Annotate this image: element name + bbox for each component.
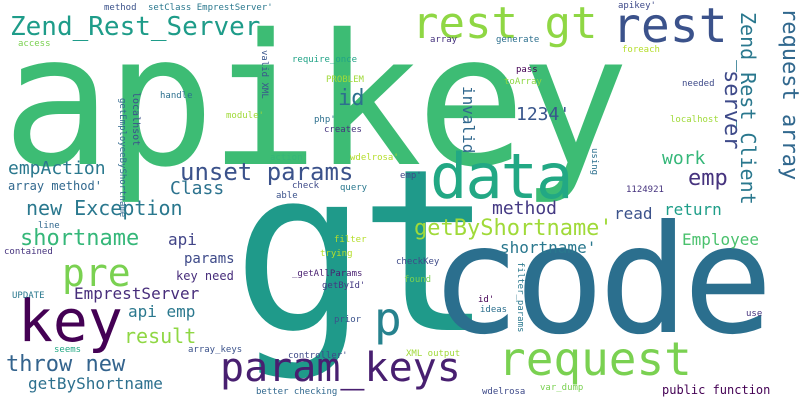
word-valid-xml: valid XML — [259, 50, 269, 99]
word-throw-new: throw new — [6, 352, 126, 377]
word-query: query — [340, 183, 368, 193]
word-invalid: invalid — [459, 86, 478, 154]
word-filter-params: filter_params — [515, 262, 525, 333]
word-controller: controller' — [288, 351, 348, 361]
word-emp-quote: emp' — [400, 171, 422, 181]
word-generate: generate — [496, 35, 540, 45]
word-1124921: 1124921 — [626, 185, 664, 195]
word-params: params — [184, 251, 235, 267]
word-array: array — [430, 35, 458, 45]
word-public-function: public function — [662, 383, 771, 397]
word-method: method — [492, 198, 558, 219]
word-php: php' — [314, 115, 336, 125]
word-key: key — [18, 287, 123, 355]
word-able: able — [276, 191, 298, 201]
word-request: request — [498, 332, 692, 386]
word-key-need: key need — [176, 269, 234, 283]
word-apikey: apikey — [2, 0, 629, 207]
word-emprestserver: EmprestServer — [74, 284, 200, 303]
word-getbyshortname-quote: getByShortname' — [414, 216, 613, 241]
word-problem: PROBLEM — [326, 75, 364, 85]
word-empaction: empAction — [8, 158, 106, 179]
word-update: UPDATE — [12, 291, 45, 301]
word-emp: emp — [688, 166, 728, 191]
word-xml-output: XML output — [406, 349, 461, 359]
word-getbyshortname: getByShortname — [28, 374, 163, 393]
word-employee: Employee — [682, 230, 760, 249]
word-rest: rest — [612, 0, 728, 54]
word-pass: pass — [516, 65, 538, 75]
word-localhost: localhost — [670, 115, 719, 125]
word-read: read — [614, 204, 653, 223]
word-needed: needed — [682, 79, 715, 89]
word-ideas: ideas — [480, 305, 508, 315]
word-getbyid: getById' — [322, 281, 366, 291]
word-wdelrosa: wdelrosa — [482, 387, 526, 397]
word-filter: filter — [334, 235, 367, 245]
word-data: data — [430, 140, 573, 213]
word-id-quote: id' — [478, 295, 495, 305]
word-foreach: foreach — [622, 45, 660, 55]
word-using: using — [589, 148, 599, 176]
word-zend-rest-server: Zend_Rest_Server — [10, 12, 261, 42]
word-toarray: toArray — [504, 77, 542, 87]
word-work: work — [662, 148, 706, 169]
word-pre: pre — [62, 251, 131, 295]
word-code: code — [430, 194, 773, 368]
word-shortname: shortname — [20, 226, 140, 251]
word-getallparams: _getAllParams — [292, 269, 363, 279]
word-creates: creates — [324, 125, 362, 135]
word-1234: 1234' — [516, 104, 571, 125]
word-localhsot: localhsot — [130, 92, 141, 147]
word-var-dump: var_dump — [540, 383, 584, 393]
word-module: module' — [226, 111, 264, 121]
word-line: line — [38, 221, 60, 231]
word-trying: trying — [320, 249, 353, 259]
word-rest-gt: rest gt — [412, 0, 598, 49]
word-p: p — [374, 292, 402, 346]
word-api-emp: api emp — [128, 302, 196, 321]
word-array-method: array method' — [8, 179, 102, 193]
word-prior: prior — [334, 315, 362, 325]
word-new-exception: new Exception — [26, 196, 183, 220]
word-param-keys: param_keys — [220, 345, 461, 391]
word-action: action' — [270, 153, 308, 163]
word-api: api — [168, 230, 197, 249]
word-contained: contained — [4, 247, 53, 257]
word-wdelrosa-quote: wdelrosa' — [350, 153, 399, 163]
word-better-checking: better checking — [256, 387, 338, 397]
word-found: found — [404, 275, 432, 285]
word-result: result — [124, 324, 197, 348]
word-access: access — [18, 39, 51, 49]
word-request-array: request array — [777, 8, 800, 181]
word-use: use — [746, 309, 763, 319]
word-server: server — [719, 70, 744, 150]
word-handle: handle — [160, 91, 193, 101]
word-array-keys: array_keys — [188, 345, 243, 355]
word-id: id — [338, 86, 365, 111]
word-method-small: method — [104, 3, 137, 13]
word-setclass: setClass EmprestServer' — [148, 3, 273, 13]
word-return: return — [664, 200, 722, 219]
word-unset-params: unset params — [180, 158, 354, 186]
word-shortname-quote: shortname' — [500, 238, 597, 257]
word-checkkey: checkKey — [396, 257, 440, 267]
word-class: Class — [170, 178, 225, 199]
word-gt: gt — [232, 121, 494, 384]
word-apikey-quote: apikey' — [618, 1, 656, 11]
word-require-once: require_once — [292, 55, 358, 65]
word-check: check — [292, 181, 320, 191]
word-seems: seems — [54, 345, 82, 355]
